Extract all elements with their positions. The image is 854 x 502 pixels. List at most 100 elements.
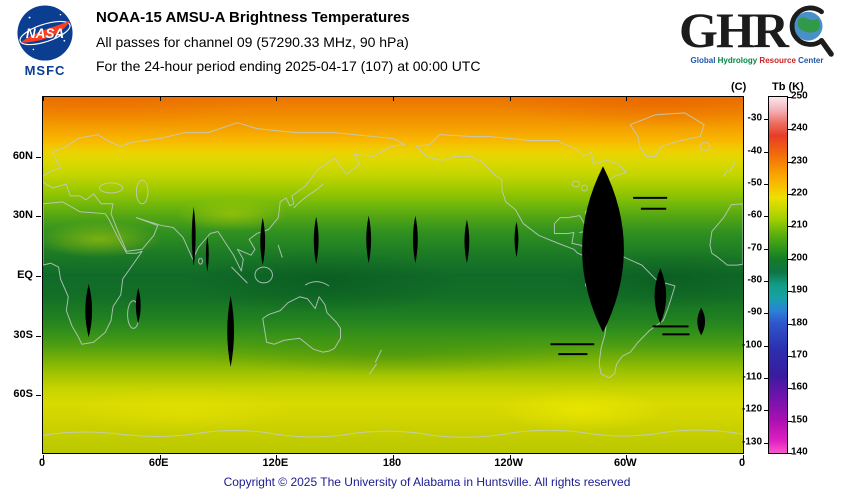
colorbar-tick-mark	[764, 119, 768, 121]
colorbar-tick-mark	[788, 129, 792, 131]
data-gap-lens	[260, 217, 266, 266]
data-gap-streak	[550, 343, 595, 346]
y-axis-tick-mark	[36, 335, 41, 337]
y-axis-tick-label: EQ	[17, 268, 33, 281]
y-axis-tick-label: 60S	[13, 388, 33, 401]
x-axis-tick-mark	[276, 455, 278, 460]
x-axis-tick-mark	[393, 97, 394, 101]
x-axis-tick-mark	[626, 455, 628, 460]
ghrc-wordmark-row: GHR	[668, 2, 846, 58]
colorbar-tick-mark	[788, 291, 792, 293]
colorbar-celsius-label: -80	[747, 274, 762, 286]
x-axis-tick-mark	[276, 97, 278, 101]
colorbar-celsius-label: -100	[741, 339, 762, 351]
nasa-logo-icon: NASA	[17, 5, 73, 61]
x-axis: 0 60E 120E 180 120W 60W 0	[38, 457, 746, 471]
colorbar-tick-mark	[764, 248, 768, 250]
y-axis-tick-label: 30S	[13, 328, 33, 341]
colorbar-celsius-label: -130	[741, 436, 762, 448]
colorbar-kelvin-label: 140	[791, 446, 808, 458]
colorbar-celsius-label: -70	[747, 242, 762, 254]
colorbar-kelvin-label: 150	[791, 414, 808, 426]
data-gap-lens	[697, 307, 706, 336]
coastline	[415, 134, 627, 258]
colorbar-kelvin-label: 210	[791, 219, 808, 231]
colorbar-tick-mark	[764, 313, 768, 315]
colorbar-tick-mark	[764, 378, 768, 380]
colorbar-kelvin-label: 220	[791, 187, 808, 199]
ghrc-subtitle-word: Global	[690, 56, 716, 65]
colorbar-celsius-label: -50	[747, 177, 762, 189]
coastline	[629, 112, 705, 157]
coastline	[262, 296, 341, 353]
coastline	[98, 182, 124, 194]
colorbar-celsius-label: -60	[747, 209, 762, 221]
ghrc-subtitle-word: Center	[795, 56, 824, 65]
colorbar-kelvin-label: 200	[791, 252, 808, 264]
colorbar-kelvin-label: 160	[791, 381, 808, 393]
colorbar-tick-mark	[788, 453, 792, 454]
coastline	[709, 203, 743, 266]
colorbar-kelvin-labels: 250 240 230 220 210 200 190 180 170 160 150 140	[791, 91, 821, 458]
colorbar-celsius-label: -120	[741, 403, 762, 415]
data-gap-streak	[652, 325, 689, 328]
coastline	[135, 179, 149, 205]
ghrc-subtitle-word: Hydrology	[715, 56, 758, 65]
colorbar-kelvin-label: 190	[791, 284, 808, 296]
coastline	[43, 122, 406, 272]
colorbar-kelvin-label: 170	[791, 349, 808, 361]
x-axis-tick-mark	[159, 97, 161, 101]
colorbar-tick-mark	[788, 226, 792, 228]
data-gap-streak	[633, 196, 668, 199]
x-axis-tick-label: 0	[738, 457, 746, 469]
data-gap-lens	[227, 295, 235, 367]
colorbar-tick-mark	[788, 420, 792, 422]
data-gap-streak	[558, 353, 588, 356]
data-gap-lens	[412, 215, 418, 264]
coastline	[231, 266, 248, 284]
coastline	[369, 349, 382, 375]
colorbar-celsius-label: -30	[747, 112, 762, 124]
coastline	[305, 281, 330, 287]
x-axis-tick-mark	[743, 455, 744, 460]
data-gap-lens	[514, 221, 519, 258]
header: NASA MSFC NOAA-15 AMSU-A Brightness Temp…	[0, 0, 854, 92]
x-axis-tick-label: 60E	[148, 457, 169, 469]
data-gap-streak	[640, 207, 667, 210]
coastline	[293, 183, 324, 209]
data-gap-lens	[464, 219, 470, 264]
ghrc-globe-c-icon	[789, 5, 834, 57]
ghrc-subtitle: Global Hydrology Resource Center	[668, 56, 846, 65]
data-gap-lens	[366, 215, 372, 264]
coastline	[43, 429, 743, 438]
x-axis-tick-mark	[393, 455, 394, 460]
colorbar-tick-mark	[764, 442, 768, 444]
y-axis-tick-mark	[36, 216, 41, 218]
y-axis: 60N 30N EQ 30S 60S	[0, 96, 38, 452]
coastline	[198, 257, 203, 265]
ghrc-logo: GHR Global Hydrology Resource Center	[668, 2, 846, 65]
x-axis-tick-label: 180	[382, 457, 402, 469]
map-plot	[36, 96, 744, 460]
x-axis-tick-label: 120E	[262, 457, 289, 469]
data-gap-lens	[654, 268, 667, 324]
coastline	[699, 142, 711, 151]
colorbar-tick-mark	[764, 183, 768, 185]
x-axis-tick-label: 0	[38, 457, 46, 469]
colorbar-tick-mark	[788, 323, 792, 325]
page-title: NOAA-15 AMSU-A Brightness Temperatures	[96, 9, 410, 26]
coastline	[571, 180, 588, 192]
y-axis-tick-mark	[36, 395, 41, 397]
x-axis-tick-label: 60W	[614, 457, 637, 469]
x-axis-tick-mark	[43, 455, 44, 460]
title-block: NOAA-15 AMSU-A Brightness Temperatures A…	[96, 9, 480, 82]
colorbar-tick-mark	[764, 345, 768, 347]
colorbar-kelvin-label: 180	[791, 317, 808, 329]
ghrc-subtitle-word: Resource	[757, 56, 796, 65]
page-subtitle-channel: All passes for channel 09 (57290.33 MHz,…	[96, 34, 409, 50]
colorbar-celsius-label: -40	[747, 145, 762, 157]
data-gap-lens	[85, 283, 93, 338]
map-overlay-svg	[43, 112, 743, 438]
colorbar	[764, 96, 792, 454]
